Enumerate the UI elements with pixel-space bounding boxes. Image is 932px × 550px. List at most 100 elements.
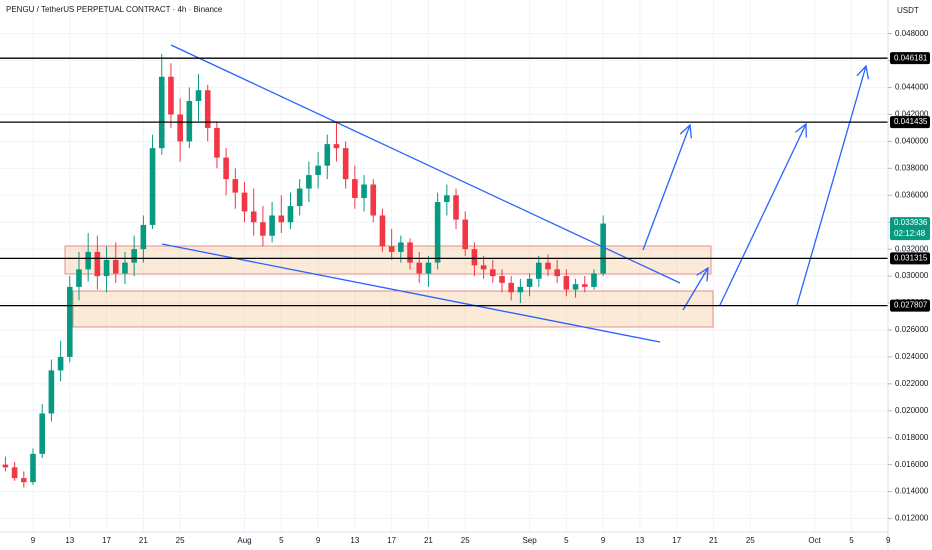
zone [72,290,714,328]
trend-line [170,44,681,284]
candle-body [122,262,128,274]
candle-body [57,356,64,371]
arrow-head [795,122,807,138]
candle-body [30,453,36,483]
candle-body [241,192,248,212]
y-tick-label: 0.018000 [895,433,929,442]
x-tick-label: 25 [461,536,470,545]
arrow [719,123,807,306]
candle-body [379,215,386,247]
level-label-box [890,116,930,129]
candle-body [94,251,101,277]
candle-body [342,148,349,180]
x-tick-label: 9 [601,536,606,545]
x-tick-label: 17 [672,536,681,545]
x-tick-label: 21 [424,536,433,545]
candle-body [352,179,358,198]
y-tick-label: 0.044000 [895,83,929,92]
arrow-head [856,64,870,80]
candle-body [600,223,606,274]
x-tick-label: 21 [709,536,718,545]
x-tick-label: 5 [564,536,569,545]
y-tick-label: 0.026000 [895,325,929,334]
grid [0,0,889,532]
arrow [682,267,709,311]
candle-body [131,249,137,263]
x-tick-label: 5 [279,536,284,545]
zone [64,245,712,275]
level-label-box [890,252,930,265]
candle-body [269,215,275,236]
candle-body [535,262,542,279]
y-tick-label: 0.024000 [895,352,929,361]
y-tick-label: 0.038000 [895,163,929,172]
level-label-box [890,299,930,312]
candle-body [572,284,579,290]
candle-body [453,195,459,220]
x-tick-label: 21 [139,536,148,545]
candle-body [416,262,423,274]
last-price-box [890,217,930,241]
x-tick-label: 9 [886,536,891,545]
candle-body [85,251,91,270]
candle-body [444,195,450,203]
candle-body [140,224,147,250]
x-tick-label: 25 [746,536,755,545]
y-tick-label: 0.020000 [895,406,929,415]
chart-title: PENGU / TetherUS PERPETUAL CONTRACT · 4h… [6,5,223,14]
candle-body [149,148,156,225]
x-tick-label: Oct [808,536,821,545]
candle-body [563,276,570,290]
x-tick-label: Aug [237,536,251,545]
candle-body [517,286,524,293]
candle-body [581,284,588,287]
y-tick-label: 0.032000 [895,244,929,253]
y-tick-label: 0.030000 [895,271,929,280]
candle-body [112,259,119,274]
candle-body [333,144,340,149]
y-tick-label: 0.022000 [895,379,929,388]
candle-body [76,269,82,287]
candle-body [591,273,597,287]
candle-body [407,242,413,263]
x-tick-label: 9 [31,536,36,545]
candle-body [11,467,18,479]
candles [2,53,606,488]
candle-body [462,219,469,250]
candle-body [177,114,183,142]
candle-body [39,413,45,454]
zones [64,245,714,328]
x-tick-label: 17 [102,536,111,545]
y-tick-label: 0.016000 [895,460,929,469]
price-labels: 0.046181 0.041435 0.031315 0.027807 0.033936… [890,52,930,312]
candle-body [296,188,303,207]
candle-body [324,144,331,166]
last-price-label: 0.033936 [894,218,928,227]
candle-body [2,464,9,468]
candle-body [204,90,211,128]
x-tick-label: 25 [176,536,185,545]
y-axis-label: USDT [897,6,919,15]
candle-body [158,76,165,149]
candle-body [21,478,27,483]
candle-body [232,179,239,193]
y-tick-label: 0.040000 [895,137,929,146]
x-tick-label: 9 [316,536,321,545]
trend-line [161,243,661,343]
level-label: 0.031315 [894,253,928,262]
y-tick-label: 0.042000 [895,110,929,119]
candle-body [480,265,487,270]
arrow [796,65,867,306]
y-tick-label: 0.012000 [895,514,929,523]
candle-body [526,278,533,287]
x-tick-label: 13 [635,536,644,545]
level-label: 0.041435 [894,117,928,126]
candle-body [287,206,294,223]
candle-body [545,262,551,270]
countdown: 02:12:48 [894,229,926,238]
candle-body [471,249,478,266]
candle-body [315,165,321,176]
candle-body [388,246,395,252]
